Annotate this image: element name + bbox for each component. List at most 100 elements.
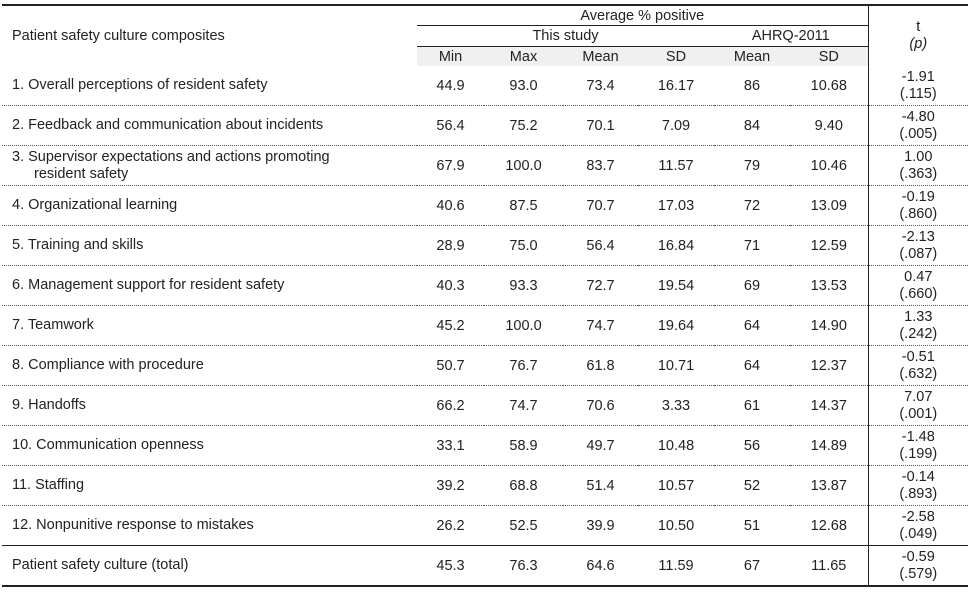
t-p-cell: -2.13 (.087)	[867, 225, 969, 266]
composite-name-line: 2. Feedback and communication about inci…	[12, 117, 324, 133]
t-p-cell: 1.33 (.242)	[867, 305, 969, 346]
composite-name: 1. Overall perceptions of resident safet…	[2, 66, 417, 106]
t-p-cell: 7.07 (.001)	[867, 385, 969, 426]
min-cell: 28.9	[417, 225, 484, 266]
t-p-cell: -0.14 (.893)	[867, 465, 969, 506]
mean-cell: 74.7	[563, 305, 638, 346]
mean-header: Mean	[563, 46, 638, 66]
mean-cell: 51.4	[563, 465, 638, 506]
ahrq-sd-cell: 14.90	[790, 305, 869, 346]
this-study-header: This study	[417, 25, 714, 47]
p-value: (.660)	[899, 285, 938, 302]
p-value: (.049)	[899, 525, 938, 542]
max-cell: 52.5	[509, 517, 538, 534]
max-cell: 93.3	[484, 265, 563, 306]
t-p-cell: 0.47 (.660)	[867, 265, 969, 306]
sd-cell: 10.57	[638, 465, 714, 506]
min-cell: 33.1	[417, 425, 484, 466]
composite-name-line: 10. Communication openness	[12, 437, 204, 453]
sd-cell: 10.48	[638, 425, 714, 466]
mean-cell: 72.7	[563, 265, 638, 306]
t-p-cell: -1.91 (.115)	[867, 66, 969, 106]
sd-cell: 17.03	[638, 185, 714, 226]
t-value: -2.58	[901, 508, 935, 525]
table-row: 5. Training and skills 28.9 75.0 56.4 16.84 7…	[2, 225, 969, 266]
min-cell: 40.6	[417, 185, 484, 226]
t-value: 0.47	[904, 268, 933, 285]
safety-culture-table: Patient safety culture composites Averag…	[2, 4, 969, 587]
min-cell: 40.3	[417, 265, 484, 306]
composite-name: 9. Handoffs	[2, 385, 417, 426]
p-value: (.363)	[899, 165, 938, 182]
mean-cell: 70.6	[563, 385, 638, 426]
ahrq-sd-cell: 14.37	[790, 385, 869, 426]
t-value: -0.59	[901, 548, 935, 565]
p-value: (.199)	[899, 445, 938, 462]
ahrq-mean-cell: 64	[714, 305, 790, 346]
p-value: (.242)	[899, 325, 938, 342]
composite-name-line: 3. Supervisor expectations and actions p…	[12, 148, 330, 165]
ahrq-mean-cell: 79	[714, 145, 790, 186]
composite-name: Patient safety culture (total)	[2, 545, 417, 587]
t-value: -1.48	[901, 428, 935, 445]
t-p-cell: -2.58 (.049)	[867, 505, 969, 546]
composite-name-line: 6. Management support for resident safet…	[12, 277, 285, 293]
max-cell: 58.9	[484, 425, 563, 466]
mean-cell: 64.6	[563, 545, 638, 587]
ahrq-mean-cell: 69	[714, 265, 790, 306]
composite-name-line: 9. Handoffs	[12, 397, 86, 413]
min-cell: 67.9	[417, 145, 484, 186]
average-positive-header: Average % positive	[417, 5, 869, 26]
ahrq-mean-cell: 64	[714, 345, 790, 386]
min-cell: 39.2	[417, 465, 484, 506]
min-header: Min	[417, 46, 484, 66]
t-p-cell: -4.80 (.005)	[867, 105, 969, 146]
subcolumn-header-row: Min Max Mean SD Mean SD	[2, 46, 968, 66]
table-row: 6. Management support for resident safet…	[2, 265, 969, 306]
ahrq-sd-cell: 13.87	[790, 465, 869, 506]
table-row: 4. Organizational learning 40.6 87.5 70.7 17…	[2, 185, 969, 226]
max-cell: 93.0	[484, 66, 563, 106]
sd-cell: 7.09	[638, 105, 714, 146]
ahrq-mean-header: Mean	[714, 46, 790, 66]
p-value: (.005)	[899, 125, 938, 142]
table-row: 11. Staffing 39.2 68.8 51.4 10.57 52 13.87 -0.1…	[2, 465, 969, 506]
ahrq-sd-cell: 12.68	[810, 517, 847, 534]
mean-cell: 49.7	[563, 425, 638, 466]
t-value: -1.91	[901, 68, 935, 85]
ahrq-sd-cell: 11.65	[790, 545, 869, 587]
t-value: 1.33	[904, 308, 933, 325]
composite-name: 7. Teamwork	[2, 305, 417, 346]
max-header: Max	[484, 46, 563, 66]
table-row: 1. Overall perceptions of resident safet…	[2, 66, 969, 106]
mean-cell: 73.4	[563, 66, 638, 106]
t-p-cell: -1.48 (.199)	[867, 425, 969, 466]
sd-cell: 10.71	[638, 345, 714, 386]
min-cell: 45.2	[417, 305, 484, 346]
t-p-header: t (p)	[867, 5, 969, 66]
mean-cell: 70.7	[563, 185, 638, 226]
t-value: -2.13	[901, 228, 935, 245]
t-value: 1.00	[904, 148, 933, 165]
p-label: (p)	[909, 36, 928, 52]
min-cell: 50.7	[417, 345, 484, 386]
sd-cell: 11.57	[638, 145, 714, 186]
ahrq-mean-cell: 61	[714, 385, 790, 426]
t-p-cell: -0.19 (.860)	[867, 185, 969, 226]
t-label: t	[916, 19, 921, 35]
mean-cell: 39.9	[586, 517, 615, 534]
composite-name: 10. Communication openness	[2, 425, 417, 466]
t-value: 7.07	[904, 388, 933, 405]
max-cell: 68.8	[484, 465, 563, 506]
ahrq-mean-cell: 52	[714, 465, 790, 506]
table-body: 1. Overall perceptions of resident safet…	[2, 66, 969, 587]
sd-cell: 16.17	[638, 66, 714, 106]
max-cell: 74.7	[484, 385, 563, 426]
p-value: (.001)	[899, 405, 938, 422]
composite-name: 6. Management support for resident safet…	[2, 265, 417, 306]
ahrq-header: AHRQ-2011	[714, 25, 869, 47]
composite-name: 11. Staffing	[2, 465, 417, 506]
min-cell: 44.9	[417, 66, 484, 106]
ahrq-mean-cell: 67	[714, 545, 790, 587]
